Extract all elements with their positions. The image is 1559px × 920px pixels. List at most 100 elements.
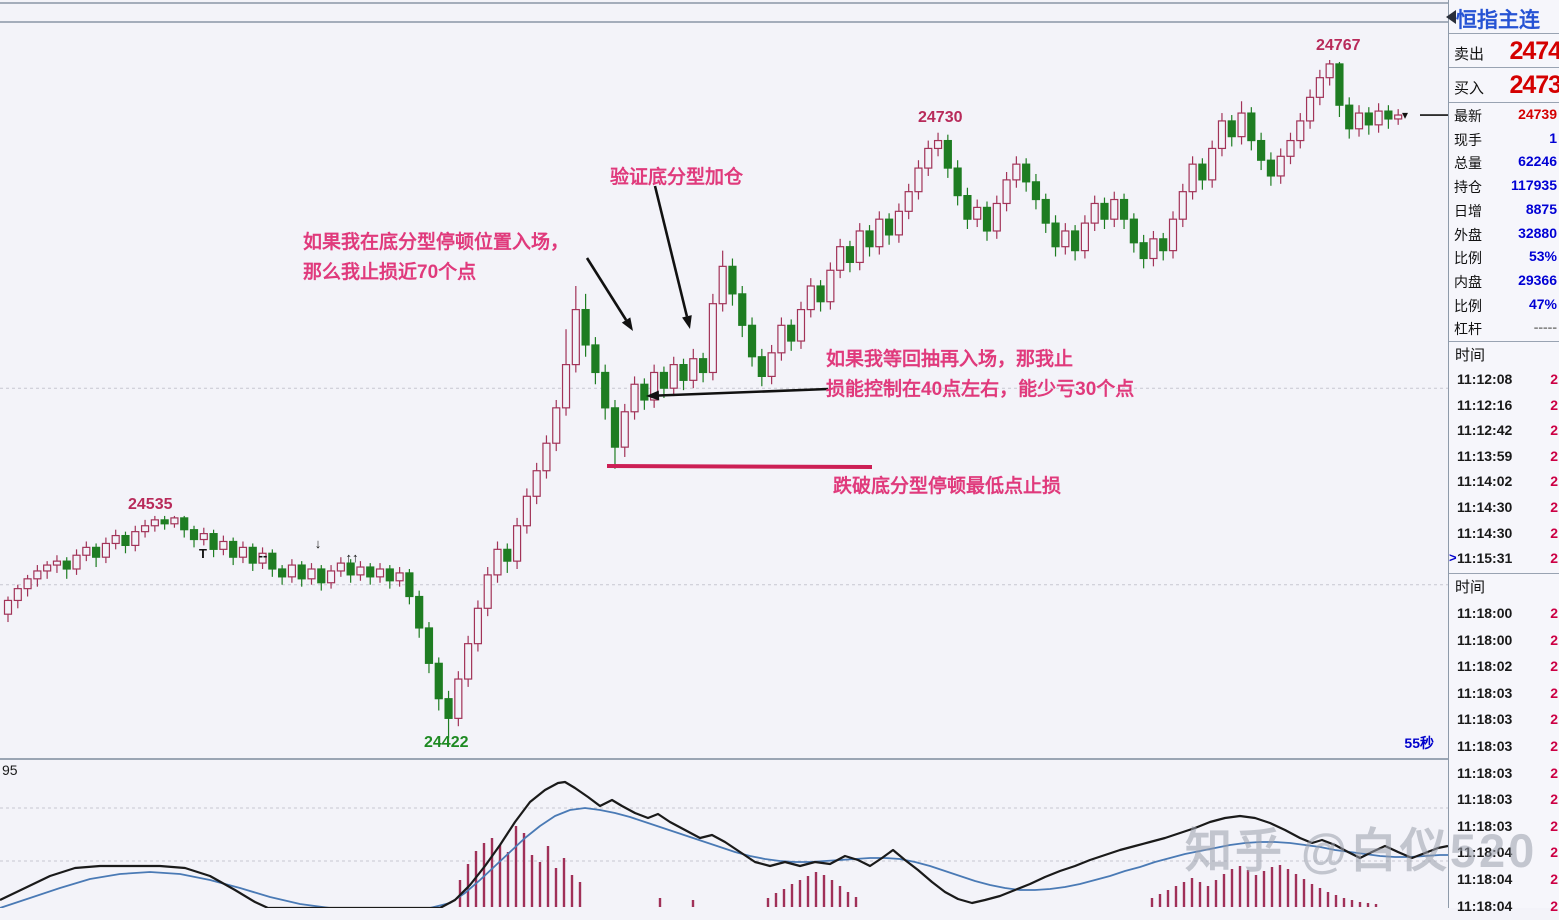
- tick-row[interactable]: 11:18:02 2: [1449, 654, 1559, 680]
- quote-row-杠杆: 杠杆 -----: [1449, 316, 1559, 339]
- buy-quote-row: 买入 24738: [1449, 67, 1559, 103]
- tick-time: 11:14:30: [1457, 499, 1513, 515]
- buy-label: 买入: [1454, 80, 1485, 97]
- tick-price: 2: [1550, 658, 1558, 675]
- tick-price: 2: [1550, 371, 1558, 387]
- tick-price: 2: [1550, 738, 1558, 754]
- tick-row[interactable]: 11:18:03 2: [1449, 787, 1559, 813]
- quote-panel: 恒指主连 卖出 24740 买入 24738 最新 24739 现手 1 总量 62246…: [1446, 0, 1559, 914]
- svg-text:T: T: [199, 546, 207, 561]
- tick-row[interactable]: 11:18:04 2: [1449, 840, 1559, 866]
- price-peak-label: 24422: [424, 734, 469, 751]
- quote-row-最新: 最新 24739: [1449, 103, 1559, 126]
- tick-time: 11:14:02: [1457, 473, 1513, 490]
- tick-row[interactable]: 11:18:03 2: [1449, 707, 1559, 733]
- symbol-title: 恒指主连: [1446, 4, 1540, 34]
- tick-row[interactable]: 11:18:00 2: [1449, 628, 1559, 654]
- tick-price: 2: [1550, 550, 1558, 567]
- tick-time: 11:18:04: [1457, 871, 1513, 887]
- quote-row-比例: 比例 53%: [1449, 245, 1559, 268]
- price-axis-corner-label: 95: [2, 762, 18, 778]
- tick-row[interactable]: 11:18:00 2: [1449, 601, 1559, 627]
- quote-row-label: 总量: [1454, 155, 1482, 172]
- symbol-tab[interactable]: 恒指主连: [1446, 0, 1559, 34]
- chart-annotation: 如果我在底分型停顿位置入场，: [303, 232, 570, 253]
- quote-row-value: -----: [1533, 319, 1557, 336]
- quote-row-label: 最新: [1454, 108, 1482, 124]
- tick-row[interactable]: 11:18:03 2: [1449, 681, 1559, 707]
- tick-price: 2: [1550, 605, 1558, 621]
- tick-price: 2: [1550, 897, 1558, 914]
- tick-price: 2: [1550, 499, 1558, 515]
- tick-row[interactable]: 11:14:30 2: [1449, 521, 1559, 547]
- tick-list-header: 时间: [1455, 347, 1486, 364]
- tick-time: 11:18:00: [1457, 631, 1513, 648]
- tick-row[interactable]: 11:18:04 2: [1449, 867, 1559, 893]
- svg-text:▾: ▾: [1402, 108, 1408, 122]
- sell-quote-row: 卖出 24740: [1449, 33, 1559, 68]
- tick-time: 11:12:42: [1457, 422, 1513, 439]
- tick-time: 11:18:04: [1457, 844, 1513, 861]
- chart-annotation: 如果我等回抽再入场，那我止: [826, 349, 1074, 370]
- tick-cursor-icon: >: [1449, 550, 1457, 566]
- quote-row-现手: 现手 1: [1449, 127, 1559, 150]
- buy-price: 24738: [1509, 71, 1559, 99]
- tick-row[interactable]: 11:18:03 2: [1449, 761, 1559, 787]
- quote-row-持仓: 持仓 117935: [1449, 174, 1559, 197]
- quote-row-label: 内盘: [1454, 273, 1482, 290]
- svg-text:--: --: [259, 548, 268, 563]
- tick-row[interactable]: 11:12:08 2: [1449, 367, 1559, 393]
- chart-annotation: 那么我止损近70个点: [303, 262, 477, 283]
- chart-annotation: 跌破底分型停顿最低点止损: [833, 476, 1062, 497]
- svg-text:↓: ↓: [315, 536, 322, 551]
- tick-time: 11:18:02: [1457, 658, 1513, 675]
- tick-price: 2: [1550, 447, 1558, 464]
- tick-time: 11:18:04: [1457, 897, 1513, 914]
- quote-row-label: 日增: [1454, 202, 1482, 219]
- quote-row-value: 117935: [1511, 177, 1557, 194]
- quote-row-总量: 总量 62246: [1449, 150, 1559, 173]
- tick-row[interactable]: 11:14:30 2: [1449, 495, 1559, 521]
- tick-row[interactable]: 11:18:03 2: [1449, 734, 1559, 760]
- tick-time: 11:18:03: [1457, 791, 1513, 808]
- quote-row-label: 比例: [1454, 250, 1482, 267]
- tick-time: 11:18:00: [1457, 605, 1513, 621]
- tick-list: 时间 11:18:00 2 11:18:00 2 11:18:02 2 11:18:03 2 11…: [1449, 573, 1559, 920]
- tick-row[interactable]: 11:13:59 2: [1449, 444, 1559, 470]
- quote-row-label: 现手: [1454, 131, 1482, 148]
- quote-row-label: 外盘: [1454, 226, 1482, 243]
- bar-countdown-label: 55秒: [1404, 735, 1434, 751]
- tick-row[interactable]: >11:15:31 2: [1449, 546, 1559, 572]
- tick-row[interactable]: 11:18:03 2: [1449, 814, 1559, 840]
- tick-price: 2: [1550, 764, 1558, 781]
- toolbar-divider-line: [0, 21, 1448, 23]
- tick-time: 11:12:16: [1457, 396, 1513, 413]
- sell-label: 卖出: [1454, 46, 1485, 63]
- quote-row-value: 47%: [1528, 295, 1557, 312]
- tick-price: 2: [1550, 684, 1558, 701]
- quote-row-label: 杠杆: [1454, 321, 1482, 338]
- quote-row-日增: 日增 8875: [1449, 198, 1559, 221]
- tick-row[interactable]: 11:14:02 2: [1449, 469, 1559, 495]
- tick-row[interactable]: 11:12:42 2: [1449, 418, 1559, 444]
- quote-row-value: 24739: [1518, 106, 1557, 122]
- quote-row-外盘: 外盘 32880: [1449, 222, 1559, 245]
- quote-row-label: 持仓: [1454, 179, 1482, 196]
- tick-price: 2: [1550, 473, 1558, 490]
- tick-time: 11:18:03: [1457, 711, 1513, 728]
- chart-region: ▾ T -- ↓ ↑↑ 24535 24730 24767 24422 验证底分型加仓 如果我在底…: [0, 0, 1448, 908]
- tick-time: 11:18:03: [1457, 684, 1513, 701]
- tick-row[interactable]: 11:12:16 2: [1449, 393, 1559, 419]
- quote-row-value: 8875: [1525, 200, 1557, 217]
- tick-price: 2: [1550, 422, 1558, 439]
- tick-price: 2: [1550, 396, 1558, 413]
- price-peak-label: 24730: [918, 109, 963, 126]
- quote-row-value: 62246: [1518, 153, 1557, 170]
- candlestick-chart[interactable]: ▾ T -- ↓ ↑↑: [0, 0, 1448, 908]
- tick-list: 时间 11:12:08 2 11:12:16 2 11:12:42 2 11:13:59 2 11…: [1449, 341, 1559, 572]
- tick-time: 11:15:31: [1457, 550, 1513, 567]
- chart-annotation: 损能控制在40点左右，能少亏30个点: [826, 379, 1135, 400]
- tick-row[interactable]: 11:18:04 2: [1449, 894, 1559, 920]
- sell-price: 24740: [1509, 37, 1559, 65]
- tick-price: 2: [1550, 631, 1558, 648]
